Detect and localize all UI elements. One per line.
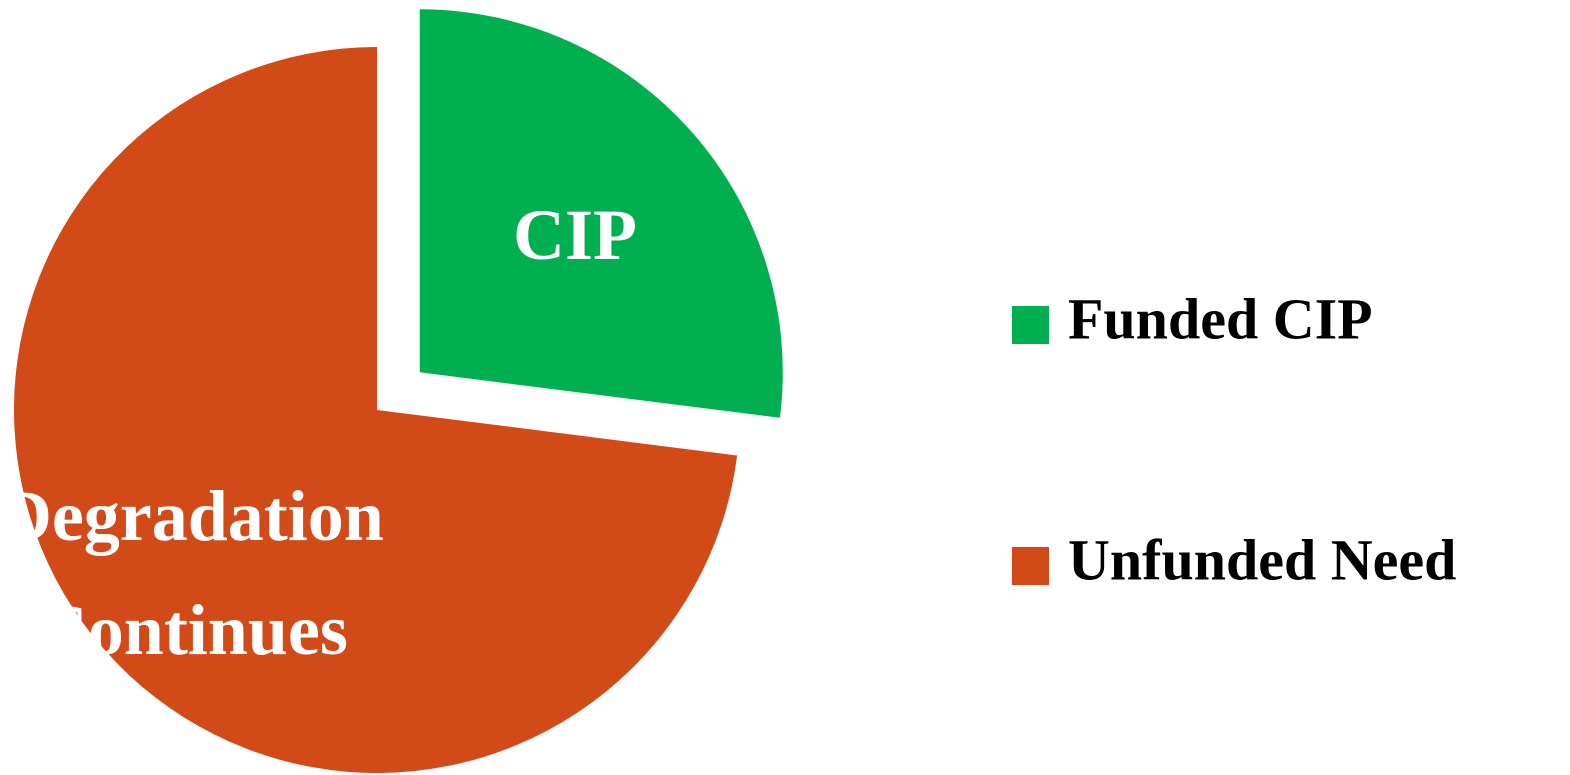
legend-swatch (1012, 306, 1049, 344)
legend-label: Funded CIP (1068, 286, 1373, 351)
legend-swatch (1012, 547, 1049, 585)
slice-label: Degradation Continues (0, 476, 384, 671)
pie-slice (419, 9, 783, 418)
pie-slice (14, 47, 738, 773)
legend-label: Unfunded Need (1068, 527, 1456, 592)
slice-label: CIP (512, 195, 637, 276)
